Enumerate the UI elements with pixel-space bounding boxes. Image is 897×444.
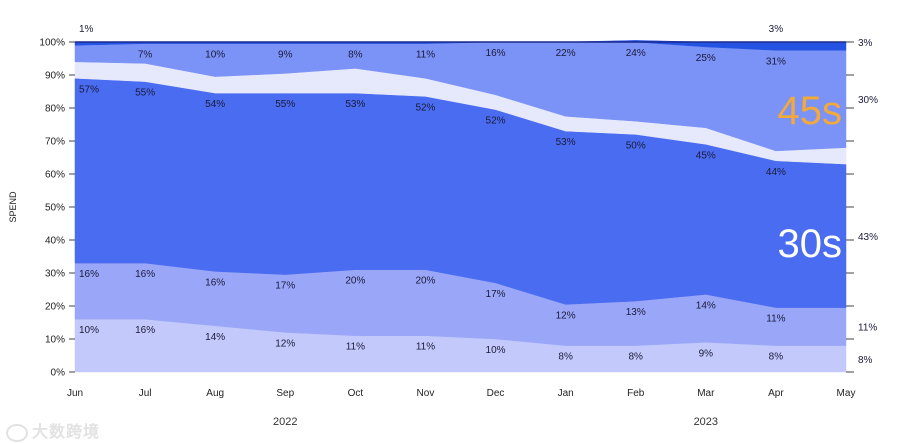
segment-label: 11%	[346, 342, 365, 353]
segment-label: 50%	[626, 140, 646, 151]
segment-label: 45%	[696, 150, 716, 161]
segment-label: 8%	[858, 355, 873, 366]
segment-label: 43%	[858, 232, 878, 243]
watermark-text: 大数跨境	[32, 424, 101, 441]
segment-label: 9%	[278, 50, 293, 61]
annotation-30s: 30s	[778, 222, 843, 266]
segment-label: 54%	[205, 99, 225, 110]
x-tick-label: Jan	[558, 388, 574, 399]
age-group-annotations: 45s 30s	[778, 89, 843, 266]
segment-label: 14%	[205, 332, 225, 343]
y-axis-title: SPEND	[8, 191, 18, 223]
segment-label: 8%	[769, 352, 784, 363]
watermark-logo-icon	[6, 423, 28, 442]
segment-label: 52%	[486, 116, 506, 127]
segment-label: 8%	[629, 352, 644, 363]
segment-label: 24%	[626, 48, 646, 59]
segment-label: 13%	[626, 307, 646, 318]
segment-label: 11%	[766, 314, 785, 325]
series-areas	[74, 40, 847, 373]
segment-label: 16%	[135, 269, 155, 280]
y-tick-label: 10%	[45, 335, 65, 346]
x-tick-label: Mar	[697, 388, 715, 399]
segment-label: 12%	[275, 338, 295, 349]
segment-labels: 10% 16% 14% 12% 11% 11% 10% 8% 8% 9% 8% 8% 16% 16% 16%…	[79, 24, 878, 366]
segment-label: 55%	[275, 99, 295, 110]
x-tick-label: Nov	[417, 388, 435, 399]
segment-label: 11%	[416, 50, 435, 61]
segment-label: 17%	[275, 281, 295, 292]
segment-label: 55%	[135, 88, 155, 99]
y-tick-label: 40%	[45, 236, 65, 247]
y-tick-label: 80%	[45, 104, 65, 115]
y-tick-label: 60%	[45, 170, 65, 181]
y-tick-label: 70%	[45, 137, 65, 148]
y-tick-label: 0%	[51, 368, 66, 379]
segment-label: 3%	[769, 24, 784, 35]
segment-label: 7%	[138, 50, 153, 61]
watermark: 大数跨境	[6, 418, 100, 442]
y-tick-label: 100%	[39, 38, 65, 49]
year-label: 2022	[273, 416, 297, 428]
y-tick-label: 30%	[45, 269, 65, 280]
segment-label: 14%	[696, 300, 716, 311]
segment-label: 25%	[696, 53, 716, 64]
segment-label: 17%	[486, 289, 506, 300]
segment-label: 16%	[79, 269, 99, 280]
segment-label: 44%	[766, 167, 786, 178]
segment-label: 31%	[766, 56, 786, 67]
y-tick-label: 90%	[45, 71, 65, 82]
segment-label: 16%	[205, 277, 225, 288]
annotation-45s: 45s	[778, 89, 843, 133]
right-tick-marks	[846, 41, 854, 373]
segment-label: 30%	[858, 95, 878, 106]
x-tick-label: Dec	[487, 388, 505, 399]
x-tick-label: Aug	[206, 388, 224, 399]
x-tick-label: Sep	[276, 388, 294, 399]
x-tick-label: Feb	[627, 388, 645, 399]
x-tick-label: Jun	[67, 388, 83, 399]
segment-label: 1%	[79, 24, 94, 35]
segment-label: 22%	[556, 48, 576, 59]
segment-label: 3%	[858, 38, 873, 49]
x-axis: Jun Jul Aug Sep Oct Nov Dec Jan Feb Mar Apr May	[67, 388, 856, 399]
segment-label: 11%	[858, 323, 877, 334]
segment-label: 53%	[345, 99, 365, 110]
segment-label: 57%	[79, 84, 99, 95]
year-label: 2023	[694, 416, 718, 428]
year-labels: 2022 2023	[273, 416, 718, 428]
x-tick-label: Oct	[348, 388, 364, 399]
segment-label: 12%	[556, 310, 576, 321]
segment-label: 20%	[415, 276, 435, 287]
segment-label: 8%	[558, 352, 573, 363]
x-tick-label: Jul	[139, 388, 152, 399]
segment-label: 10%	[205, 50, 225, 61]
x-tick-label: Apr	[768, 388, 784, 399]
segment-label: 10%	[486, 345, 506, 356]
segment-label: 53%	[556, 137, 576, 148]
y-axis: 0% 10% 20% 30% 40% 50% 60% 70% 80% 90% 100%	[39, 38, 75, 379]
y-tick-label: 20%	[45, 302, 65, 313]
segment-label: 10%	[79, 325, 99, 336]
segment-label: 11%	[416, 342, 435, 353]
segment-label: 8%	[348, 50, 363, 61]
segment-label: 16%	[486, 48, 506, 59]
segment-label: 52%	[415, 102, 435, 113]
segment-label: 9%	[699, 348, 714, 359]
x-tick-label: May	[837, 388, 856, 399]
y-tick-label: 50%	[45, 203, 65, 214]
segment-label: 20%	[345, 276, 365, 287]
segment-label: 16%	[135, 325, 155, 336]
